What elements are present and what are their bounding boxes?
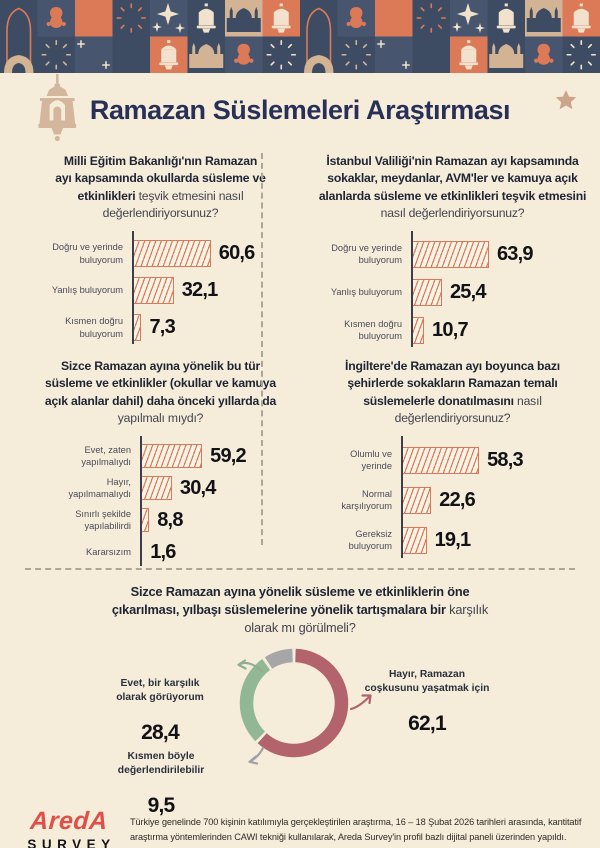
bar-chart: Evet, zaten yapılmalıydı 59,2 Hayır, yapıl…: [30, 436, 291, 568]
survey-question: Sizce Ramazan ayına yönelik bu tür süsle…: [44, 359, 277, 425]
bar-category-label: Yanlış buluyorum: [330, 286, 402, 297]
bar-value: 32,1: [181, 279, 219, 301]
bar-category-label: Sınırlı şekilde yapılabilirdi: [75, 508, 131, 531]
bar: [411, 278, 442, 306]
bar: [411, 240, 489, 268]
bar-row: Yanlış buluyorum 25,4: [305, 273, 600, 311]
bar-row: Kısmen doğru buluyorum 7,3: [30, 309, 291, 346]
bar-row: Hayır, yapılmamalıydı 30,4: [30, 472, 291, 504]
page-title: Ramazan Süslemeleri Araştırması: [89, 95, 511, 125]
bar: [140, 444, 203, 468]
bar: [140, 540, 143, 564]
bar-value: 59,2: [210, 444, 247, 467]
arrow-icon-green: [237, 659, 264, 672]
bar-value: 19,1: [434, 528, 472, 551]
segment-label: Hayır, Ramazan coşkusunu yaşatmak için: [364, 668, 490, 694]
lantern-icon: [38, 74, 77, 142]
bar-row: Gereksiz buluyorum 19,1: [305, 520, 600, 560]
survey-question: İstanbul Valiliği'nin Ramazan ayı kapsam…: [318, 154, 587, 220]
vertical-dashed-divider: [261, 153, 263, 545]
survey-question: Milli Eğitim Bakanlığı'nın Ramazan ayı k…: [55, 154, 266, 220]
bar: [401, 526, 427, 554]
chart-grid: Milli Eğitim Bakanlığı'nın Ramazan ayı k…: [0, 145, 600, 568]
bar: [132, 277, 174, 304]
logo-subtitle: SURVEY: [27, 837, 116, 848]
survey-chart-donut-section: Sizce Ramazan ayına yönelik süsleme ve e…: [0, 583, 600, 817]
bar-row: Sınırlı şekilde yapılabilirdi 8,8: [30, 504, 291, 536]
areda-survey-logo: AredA SURVEY: [20, 807, 118, 848]
survey-chart-previous-years: Sizce Ramazan ayına yönelik bu tür süsle…: [30, 350, 291, 568]
bar-row: Doğru ve yerinde buluyorum 63,9: [305, 235, 600, 273]
donut-chart: Hayır, Ramazan coşkusunu yaşatmak için 6…: [0, 643, 600, 817]
bar-chart: Doğru ve yerinde buluyorum 60,6 Yanlış bul…: [30, 231, 291, 346]
bar-category-label: Kararsızım: [86, 546, 131, 557]
donut-label-no: Hayır, Ramazan coşkusunu yaşatmak için 6…: [348, 654, 506, 753]
logo-wordmark: AredA: [29, 807, 109, 836]
methodology-note: Türkiye genelinde 700 kişinin katılımıyl…: [130, 816, 582, 842]
bar-row: Olumlu ve yerinde 58,3: [305, 440, 600, 480]
bar-value: 1,6: [150, 540, 176, 563]
bar-category-label: Normal karşılıyorum: [341, 488, 392, 511]
segment-value: 62,1: [408, 712, 446, 736]
footer: AredA SURVEY Türkiye genelinde 700 kişin…: [0, 795, 600, 848]
bar-category-label: Gereksiz buluyorum: [348, 528, 392, 551]
bar-value: 60,6: [218, 242, 256, 264]
bar-row: Normal karşılıyorum 22,6: [305, 480, 600, 520]
bar-category-label: Evet, zaten yapılmalıydı: [81, 444, 131, 467]
bar-value: 22,6: [439, 488, 476, 511]
ramadan-tile-pattern-banner: [0, 0, 600, 73]
header: Ramazan Süslemeleri Araştırması: [0, 73, 600, 145]
bar-category-label: Yanlış buluyorum: [51, 285, 123, 296]
bar-row: Doğru ve yerinde buluyorum 60,6: [30, 235, 291, 272]
bar: [132, 240, 211, 267]
bar: [140, 476, 172, 500]
bar-chart: Olumlu ve yerinde 58,3 Normal karşılıyorum…: [305, 436, 600, 560]
arrow-icon-gray: [248, 746, 265, 765]
bar-row: Yanlış buluyorum 32,1: [30, 272, 291, 309]
donut-segment: [239, 648, 349, 757]
survey-question: İngiltere'de Ramazan ayı boyunca bazı şe…: [345, 359, 560, 425]
segment-value: 28,4: [141, 721, 179, 745]
bar: [401, 446, 480, 474]
donut-label-yes: Evet, bir karşılık olarak görüyorum 28,4: [86, 663, 234, 762]
segment-label: Kısmen böyle değerlendirilebilir: [117, 750, 205, 776]
bar-category-label: Kısmen doğru buluyorum: [344, 318, 402, 341]
donut-label-partly: Kısmen böyle değerlendirilebilir 9,5: [90, 736, 232, 835]
bar-value: 25,4: [449, 280, 487, 303]
bar-value: 8,8: [157, 508, 183, 531]
bar-value: 7,3: [149, 316, 175, 338]
bar-row: Evet, zaten yapılmalıydı 59,2: [30, 440, 291, 472]
bar: [401, 486, 432, 514]
segment-label: Evet, bir karşılık olarak görüyorum: [116, 677, 204, 703]
bar-category-label: Doğru ve yerinde buluyorum: [52, 242, 123, 265]
bar-value: 30,4: [179, 476, 217, 499]
bar-row: Kararsızım 1,6: [30, 536, 291, 568]
segment-value: 9,5: [147, 794, 176, 818]
bar-category-label: Olumlu ve yerinde: [350, 448, 392, 471]
bar-category-label: Kısmen doğru buluyorum: [65, 316, 123, 339]
survey-chart-england-streets: İngiltere'de Ramazan ayı boyunca bazı şe…: [291, 350, 600, 568]
survey-chart-education-ministry: Milli Eğitim Bakanlığı'nın Ramazan ayı k…: [30, 145, 291, 350]
bar-value: 63,9: [496, 242, 534, 265]
arrow-icon-red: [349, 694, 372, 710]
bar-value: 10,7: [432, 318, 469, 341]
donut-segment: [239, 648, 349, 757]
crescent-star-icon: [524, 80, 577, 144]
survey-chart-istanbul-governorship: İstanbul Valiliği'nin Ramazan ayı kapsam…: [291, 145, 600, 350]
bar-chart: Doğru ve yerinde buluyorum 63,9 Yanlış bul…: [305, 231, 600, 349]
bar-category-label: Hayır, yapılmamalıydı: [68, 476, 131, 499]
horizontal-dashed-divider: [25, 568, 575, 570]
survey-question: Sizce Ramazan ayına yönelik süsleme ve e…: [111, 584, 489, 635]
bar-value: 58,3: [487, 448, 524, 471]
bar: [411, 316, 425, 344]
bar: [140, 508, 150, 532]
bar-row: Kısmen doğru buluyorum 10,7: [305, 311, 600, 349]
bar-category-label: Doğru ve yerinde buluyorum: [331, 242, 402, 265]
bar: [132, 314, 142, 341]
